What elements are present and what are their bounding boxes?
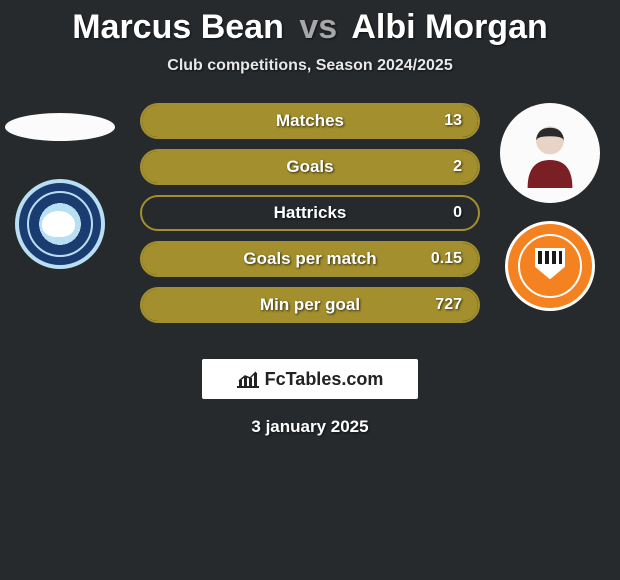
stat-value-right: 0 [453,204,462,222]
stat-bar: Matches 13 [140,103,480,139]
person-icon [515,118,585,188]
comparison-panel: Matches 13 Goals 2 Hattricks 0 Goals per match… [0,103,620,343]
stat-bars: Matches 13 Goals 2 Hattricks 0 Goals per match… [140,103,480,333]
title-vs: vs [299,8,337,46]
title-player1: Marcus Bean [72,8,284,46]
stat-label: Min per goal [260,295,360,315]
stat-label: Goals per match [243,249,376,269]
left-side [0,103,120,269]
player1-avatar [5,113,115,141]
date-text: 3 january 2025 [0,417,620,437]
stat-bar: Hattricks 0 [140,195,480,231]
stat-label: Goals [286,157,333,177]
right-side [490,103,610,311]
title-player2: Albi Morgan [351,8,547,46]
stat-value-right: 13 [444,112,462,130]
brand-badge: FcTables.com [202,359,418,399]
subtitle: Club competitions, Season 2024/2025 [0,57,620,75]
stat-bar: Min per goal 727 [140,287,480,323]
stat-value-right: 727 [435,296,462,314]
stat-bar: Goals 2 [140,149,480,185]
stat-value-right: 2 [453,158,462,176]
stat-label: Matches [276,111,344,131]
stat-bar: Goals per match 0.15 [140,241,480,277]
stat-value-right: 0.15 [431,250,462,268]
page-title: Marcus Bean vs Albi Morgan [0,0,620,47]
stat-label: Hattricks [274,203,347,223]
bar-chart-icon [237,370,259,388]
player2-avatar [500,103,600,203]
player2-club-logo [505,221,595,311]
brand-text: FcTables.com [265,369,384,390]
player1-club-logo [15,179,105,269]
